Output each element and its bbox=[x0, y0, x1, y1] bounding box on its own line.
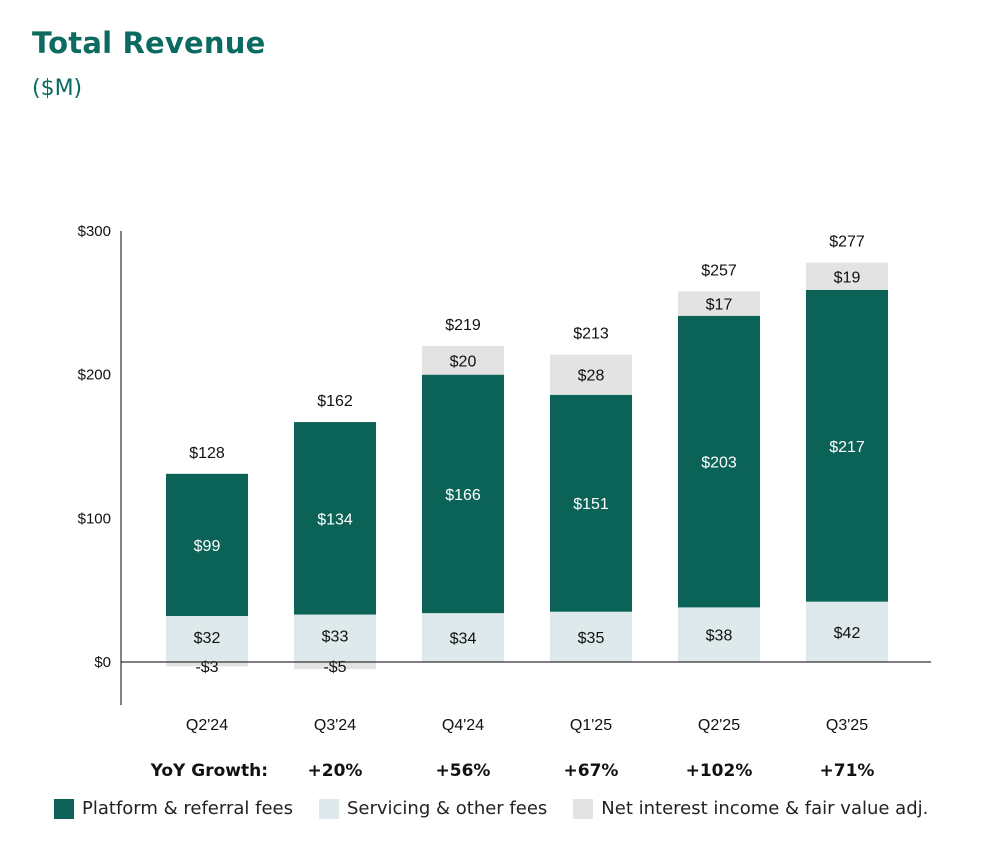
growth-value: +56% bbox=[436, 761, 491, 781]
bar-net-interest bbox=[678, 291, 760, 316]
total-label: $128 bbox=[189, 445, 225, 462]
data-label-platform: $166 bbox=[445, 487, 481, 504]
total-label: $213 bbox=[573, 326, 609, 343]
revenue-chart: $0 $100 $200 $300 $99 $32 -$3 $128 Q2'24 $134 $33 -… bbox=[78, 223, 931, 781]
page-subtitle: ($M) bbox=[32, 76, 83, 101]
data-label-net-interest: -$5 bbox=[323, 659, 346, 676]
data-label-platform: $151 bbox=[573, 496, 609, 513]
bar-net-interest bbox=[294, 662, 376, 670]
bar-net-interest bbox=[422, 345, 504, 375]
x-tick-label: Q2'25 bbox=[698, 717, 740, 734]
bar-net-interest bbox=[166, 662, 248, 667]
data-label-platform: $134 bbox=[317, 511, 353, 528]
data-label-servicing: $38 bbox=[706, 628, 733, 645]
growth-value: +67% bbox=[564, 761, 619, 781]
growth-value: +20% bbox=[308, 761, 363, 781]
bar-net-interest bbox=[806, 262, 888, 290]
bar-platform bbox=[166, 473, 248, 617]
legend-swatch-net-interest bbox=[573, 798, 594, 819]
growth-value: +102% bbox=[686, 761, 753, 781]
y-tick-label: $300 bbox=[78, 223, 111, 240]
data-label-servicing: $32 bbox=[194, 630, 221, 647]
data-label-net-interest: -$3 bbox=[195, 659, 218, 676]
page-title: Total Revenue bbox=[32, 26, 266, 60]
bar-platform bbox=[422, 374, 504, 614]
legend-label-platform: Platform & referral fees bbox=[82, 798, 293, 819]
legend-label-servicing: Servicing & other fees bbox=[346, 798, 548, 819]
bar-platform bbox=[678, 315, 760, 608]
total-label: $162 bbox=[317, 393, 353, 410]
y-tick-label: $200 bbox=[78, 367, 111, 384]
legend-label-net-interest: Net interest income & fair value adj. bbox=[601, 798, 929, 819]
bar-platform bbox=[806, 289, 888, 602]
bar-servicing bbox=[166, 616, 248, 662]
bar-platform bbox=[550, 394, 632, 612]
data-label-platform: $203 bbox=[701, 455, 737, 472]
growth-value: +71% bbox=[820, 761, 875, 781]
bar-servicing bbox=[806, 601, 888, 662]
total-label: $277 bbox=[829, 234, 865, 251]
legend-swatch-servicing bbox=[318, 798, 339, 819]
legend: Platform & referral fees Servicing & oth… bbox=[54, 798, 928, 819]
bar-servicing bbox=[294, 614, 376, 662]
data-label-platform: $217 bbox=[829, 439, 865, 456]
data-label-servicing: $35 bbox=[578, 630, 605, 647]
y-tick-label: $100 bbox=[78, 510, 111, 527]
data-label-net-interest: $20 bbox=[450, 353, 477, 370]
x-tick-label: Q4'24 bbox=[442, 717, 484, 734]
x-tick-label: Q2'24 bbox=[186, 717, 228, 734]
bar-servicing bbox=[422, 613, 504, 662]
total-label: $219 bbox=[445, 317, 481, 334]
bar-net-interest bbox=[550, 354, 632, 395]
bar-servicing bbox=[678, 607, 760, 662]
data-label-servicing: $33 bbox=[322, 629, 349, 646]
total-label: $257 bbox=[701, 262, 737, 279]
legend-swatch-platform bbox=[54, 798, 74, 819]
bar-platform bbox=[294, 422, 376, 615]
legend-item-platform: Platform & referral fees bbox=[54, 798, 293, 819]
legend-item-net-interest: Net interest income & fair value adj. bbox=[573, 798, 928, 819]
data-label-platform: $99 bbox=[194, 538, 221, 555]
legend-item-servicing: Servicing & other fees bbox=[318, 798, 548, 819]
x-tick-label: Q1'25 bbox=[570, 717, 612, 734]
bar-servicing bbox=[550, 611, 632, 662]
data-label-net-interest: $17 bbox=[706, 297, 733, 314]
data-label-net-interest: $19 bbox=[834, 269, 861, 286]
data-label-servicing: $42 bbox=[834, 625, 861, 642]
data-label-net-interest: $28 bbox=[578, 368, 605, 385]
x-tick-label: Q3'24 bbox=[314, 717, 356, 734]
data-label-servicing: $34 bbox=[450, 631, 477, 648]
y-tick-label: $0 bbox=[94, 654, 111, 671]
growth-row-label: YoY Growth: bbox=[150, 761, 268, 781]
x-tick-label: Q3'25 bbox=[826, 717, 868, 734]
